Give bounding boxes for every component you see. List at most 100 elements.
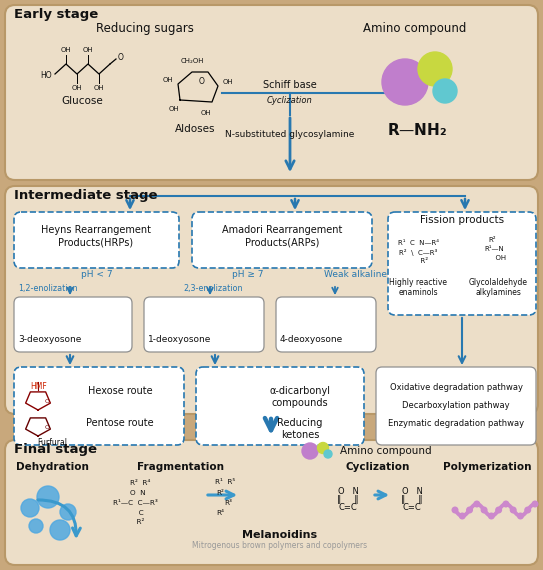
Text: R⁴: R⁴	[216, 510, 224, 516]
Text: 4-deoxyosone: 4-deoxyosone	[280, 335, 343, 344]
Text: Weak alkaline: Weak alkaline	[324, 270, 387, 279]
Text: Oxidative degradation pathway: Oxidative degradation pathway	[389, 383, 522, 392]
Text: ‖     ‖: ‖ ‖	[401, 495, 423, 504]
Text: C: C	[132, 510, 144, 516]
FancyBboxPatch shape	[388, 212, 536, 315]
Circle shape	[467, 507, 472, 513]
Text: Decarboxylation pathway: Decarboxylation pathway	[402, 401, 510, 410]
Circle shape	[37, 486, 59, 508]
Text: Enzymatic degradation pathway: Enzymatic degradation pathway	[388, 419, 524, 428]
Text: R²: R²	[488, 237, 496, 243]
Text: OH: OH	[201, 110, 211, 116]
Text: pH < 7: pH < 7	[81, 270, 113, 279]
Circle shape	[459, 513, 465, 519]
FancyBboxPatch shape	[14, 367, 184, 445]
Text: OH: OH	[94, 85, 104, 91]
Circle shape	[318, 442, 329, 454]
Circle shape	[302, 443, 318, 459]
Text: Dehydration: Dehydration	[16, 462, 89, 472]
Text: 2,3-enolization: 2,3-enolization	[183, 284, 243, 293]
Text: O: O	[199, 78, 205, 87]
Text: Amadori Rearrangement
Products(ARPs): Amadori Rearrangement Products(ARPs)	[222, 225, 342, 248]
Text: OH: OH	[61, 47, 71, 53]
Text: Furfural: Furfural	[37, 438, 67, 447]
Text: Glycolaldehyde
alkylamines: Glycolaldehyde alkylamines	[469, 278, 527, 298]
Text: $\mathbf{R}$—NH₂: $\mathbf{R}$—NH₂	[387, 122, 447, 138]
Circle shape	[481, 507, 487, 513]
Circle shape	[532, 501, 538, 507]
Circle shape	[50, 520, 70, 540]
Circle shape	[60, 504, 76, 520]
Text: Cyclization: Cyclization	[267, 96, 313, 105]
Text: OH: OH	[482, 255, 506, 261]
Text: Reducing
ketones: Reducing ketones	[277, 418, 323, 441]
Text: OH: OH	[163, 77, 173, 83]
FancyBboxPatch shape	[14, 297, 132, 352]
Text: Highly reactive
enaminols: Highly reactive enaminols	[389, 278, 447, 298]
Text: OH: OH	[223, 79, 233, 85]
Text: R¹  C  N—R⁴: R¹ C N—R⁴	[397, 240, 439, 246]
Text: pH ≥ 7: pH ≥ 7	[232, 270, 264, 279]
Circle shape	[510, 507, 516, 513]
Text: C=C: C=C	[339, 503, 357, 512]
Text: CH₂OH: CH₂OH	[180, 58, 204, 64]
Text: Reducing sugars: Reducing sugars	[96, 22, 194, 35]
FancyBboxPatch shape	[196, 367, 364, 445]
Text: Amino compound: Amino compound	[363, 22, 466, 35]
Text: R²  \  C—R³: R² \ C—R³	[399, 249, 437, 256]
Text: Hexose route: Hexose route	[87, 386, 153, 396]
Circle shape	[29, 519, 43, 533]
Text: Fission products: Fission products	[420, 215, 504, 225]
Text: Final stage: Final stage	[14, 443, 97, 456]
Text: O   N: O N	[338, 487, 358, 496]
Text: R¹—N: R¹—N	[484, 246, 504, 252]
Text: R¹—C  C—R³: R¹—C C—R³	[112, 500, 157, 506]
Text: O  N: O N	[130, 490, 146, 496]
Text: Heyns Rearrangement
Products(HRPs): Heyns Rearrangement Products(HRPs)	[41, 225, 151, 248]
Text: Cyclization: Cyclization	[346, 462, 410, 472]
Text: 3-deoxyosone: 3-deoxyosone	[18, 335, 81, 344]
Circle shape	[489, 513, 494, 519]
Text: 1,2-enolization: 1,2-enolization	[18, 284, 78, 293]
Text: O: O	[118, 54, 124, 63]
Circle shape	[496, 507, 501, 513]
Text: Amino compound: Amino compound	[340, 446, 432, 456]
Text: C=C: C=C	[402, 503, 421, 512]
Text: OH: OH	[72, 85, 83, 91]
Text: R²: R²	[407, 258, 428, 264]
Text: HMF: HMF	[30, 382, 47, 391]
Circle shape	[324, 450, 332, 458]
Text: O   N: O N	[402, 487, 422, 496]
Text: Glucose: Glucose	[61, 96, 103, 106]
Text: OH: OH	[169, 106, 179, 112]
Circle shape	[474, 501, 479, 507]
Text: α-dicarbonyl
compounds: α-dicarbonyl compounds	[269, 386, 331, 408]
Circle shape	[452, 507, 458, 513]
Circle shape	[433, 79, 457, 103]
Text: R²  R⁴: R² R⁴	[130, 480, 150, 486]
Circle shape	[503, 501, 509, 507]
Text: R²: R²	[132, 519, 144, 525]
Circle shape	[21, 499, 39, 517]
Text: OH: OH	[83, 47, 93, 53]
Text: O: O	[45, 425, 49, 430]
Text: N-substituted glycosylamine: N-substituted glycosylamine	[225, 130, 355, 139]
Text: Schiff base: Schiff base	[263, 80, 317, 90]
FancyBboxPatch shape	[5, 440, 538, 565]
Text: R¹  R⁵: R¹ R⁵	[215, 479, 235, 485]
Text: Mitrogenous brown polymers and copolymers: Mitrogenous brown polymers and copolymer…	[192, 541, 368, 550]
Circle shape	[418, 52, 452, 86]
FancyBboxPatch shape	[5, 186, 538, 414]
Text: Fragmentation: Fragmentation	[136, 462, 224, 472]
Text: Intermediate stage: Intermediate stage	[14, 189, 157, 202]
Text: Melanoidins: Melanoidins	[242, 530, 318, 540]
Circle shape	[382, 59, 428, 105]
Text: 1-deoxyosone: 1-deoxyosone	[148, 335, 211, 344]
Text: R³: R³	[224, 500, 232, 506]
Text: O: O	[45, 399, 49, 404]
FancyBboxPatch shape	[376, 367, 536, 445]
FancyBboxPatch shape	[276, 297, 376, 352]
Circle shape	[525, 507, 531, 513]
Text: Pentose route: Pentose route	[86, 418, 154, 428]
Text: Aldoses: Aldoses	[175, 124, 215, 134]
